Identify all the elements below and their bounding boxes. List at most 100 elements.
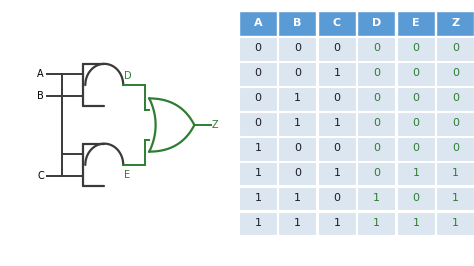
Text: D: D [124, 71, 132, 81]
Text: 1: 1 [294, 193, 301, 203]
Text: Z: Z [212, 120, 219, 130]
Text: 1: 1 [255, 218, 262, 228]
Bar [357, 162, 395, 185]
Bar [239, 162, 277, 185]
Text: 1: 1 [333, 118, 340, 128]
Text: B: B [37, 91, 44, 101]
Bar [437, 162, 474, 185]
Bar [239, 187, 277, 210]
Text: 0: 0 [255, 118, 262, 128]
Bar [357, 137, 395, 160]
Text: 0: 0 [452, 143, 459, 153]
Bar [397, 112, 435, 136]
Bar [397, 11, 435, 36]
Text: 0: 0 [452, 93, 459, 103]
Text: 0: 0 [294, 68, 301, 78]
Text: 0: 0 [333, 193, 340, 203]
Bar [239, 112, 277, 136]
Bar [437, 11, 474, 36]
Bar [437, 187, 474, 210]
Bar [318, 87, 356, 111]
Bar [357, 37, 395, 61]
Bar [318, 187, 356, 210]
Bar [397, 137, 435, 160]
Text: 0: 0 [294, 168, 301, 178]
Bar [397, 62, 435, 86]
Text: 1: 1 [373, 193, 380, 203]
Bar [318, 162, 356, 185]
Text: 1: 1 [412, 168, 419, 178]
Bar [239, 137, 277, 160]
Text: 0: 0 [373, 118, 380, 128]
Text: 0: 0 [452, 118, 459, 128]
Text: 1: 1 [294, 218, 301, 228]
Text: 1: 1 [412, 218, 419, 228]
Bar [279, 211, 316, 235]
Text: 1: 1 [452, 193, 459, 203]
Bar [318, 112, 356, 136]
Text: B: B [293, 18, 301, 28]
Bar [279, 112, 316, 136]
Text: 1: 1 [294, 93, 301, 103]
Bar [279, 137, 316, 160]
Bar [357, 11, 395, 36]
Text: 0: 0 [333, 143, 340, 153]
Text: A: A [254, 18, 262, 28]
Bar [318, 62, 356, 86]
Text: 1: 1 [373, 218, 380, 228]
Text: A: A [37, 69, 44, 80]
Bar [279, 62, 316, 86]
Text: 1: 1 [255, 143, 262, 153]
Bar [318, 211, 356, 235]
Text: C: C [37, 171, 44, 181]
Text: 0: 0 [452, 68, 459, 78]
Text: Z: Z [451, 18, 459, 28]
Text: 0: 0 [255, 93, 262, 103]
Text: 0: 0 [373, 68, 380, 78]
Bar [397, 162, 435, 185]
Text: 0: 0 [333, 43, 340, 53]
Bar [437, 37, 474, 61]
Bar [357, 87, 395, 111]
Bar [279, 11, 316, 36]
Bar [357, 187, 395, 210]
Bar [279, 187, 316, 210]
Text: 0: 0 [333, 93, 340, 103]
Text: D: D [372, 18, 381, 28]
Bar [397, 211, 435, 235]
Text: 0: 0 [373, 143, 380, 153]
Bar [437, 112, 474, 136]
Text: 0: 0 [373, 43, 380, 53]
Text: 0: 0 [412, 143, 419, 153]
Text: 0: 0 [412, 93, 419, 103]
Bar [397, 187, 435, 210]
Bar [437, 87, 474, 111]
Text: 0: 0 [412, 118, 419, 128]
Bar [397, 37, 435, 61]
Bar [279, 37, 316, 61]
Text: E: E [124, 170, 130, 180]
Bar [279, 162, 316, 185]
Bar [239, 62, 277, 86]
Bar [397, 87, 435, 111]
Text: 1: 1 [452, 168, 459, 178]
Bar [357, 211, 395, 235]
Bar [318, 137, 356, 160]
Bar [437, 211, 474, 235]
Text: 1: 1 [294, 118, 301, 128]
Bar [279, 87, 316, 111]
Text: 0: 0 [412, 43, 419, 53]
Text: 0: 0 [294, 143, 301, 153]
Text: 1: 1 [255, 193, 262, 203]
Bar [357, 62, 395, 86]
Text: C: C [333, 18, 341, 28]
Text: 0: 0 [373, 93, 380, 103]
Text: 1: 1 [333, 218, 340, 228]
Text: 0: 0 [255, 68, 262, 78]
Text: 0: 0 [294, 43, 301, 53]
Text: 1: 1 [255, 168, 262, 178]
Text: 0: 0 [452, 43, 459, 53]
Text: 1: 1 [452, 218, 459, 228]
Text: 1: 1 [333, 168, 340, 178]
Bar [357, 112, 395, 136]
